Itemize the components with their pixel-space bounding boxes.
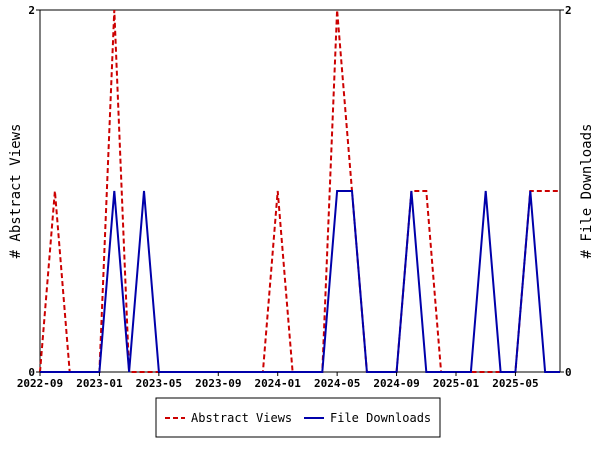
series-line-abstract-views [39,9,560,373]
axis-ticks: 2022-09 2023-01 2023-05 2023-09 2024-01 2024-… [17,4,572,390]
series-layer [39,9,560,373]
x-tick-label: 2024-05 [314,377,360,390]
left-axis-title: # Abstract Views [8,124,24,259]
x-tick-label: 2023-09 [195,377,241,390]
x-tick-label: 2024-01 [255,377,302,390]
right-y-tick-label: 0 [565,366,572,379]
x-tick-label: 2024-09 [373,377,419,390]
right-axis-title: # File Downloads [579,124,595,259]
series-line-file-downloads [40,190,560,373]
x-tick-label: 2025-05 [492,377,538,390]
right-y-tick-label: 2 [565,4,572,17]
legend-label-file-downloads: File Downloads [330,411,431,425]
left-y-tick-label: 2 [28,4,35,17]
x-tick-label: 2023-05 [136,377,182,390]
plot-border [39,9,561,373]
legend-box [155,397,441,438]
legend-label-abstract-views: Abstract Views [191,411,292,425]
x-tick-label: 2025-01 [433,377,480,390]
x-tick-label: 2022-09 [17,377,63,390]
plot-area [39,9,561,373]
left-y-tick-label: 0 [28,366,35,379]
legend: Abstract Views File Downloads [155,397,441,438]
x-tick-label: 2023-01 [76,377,123,390]
